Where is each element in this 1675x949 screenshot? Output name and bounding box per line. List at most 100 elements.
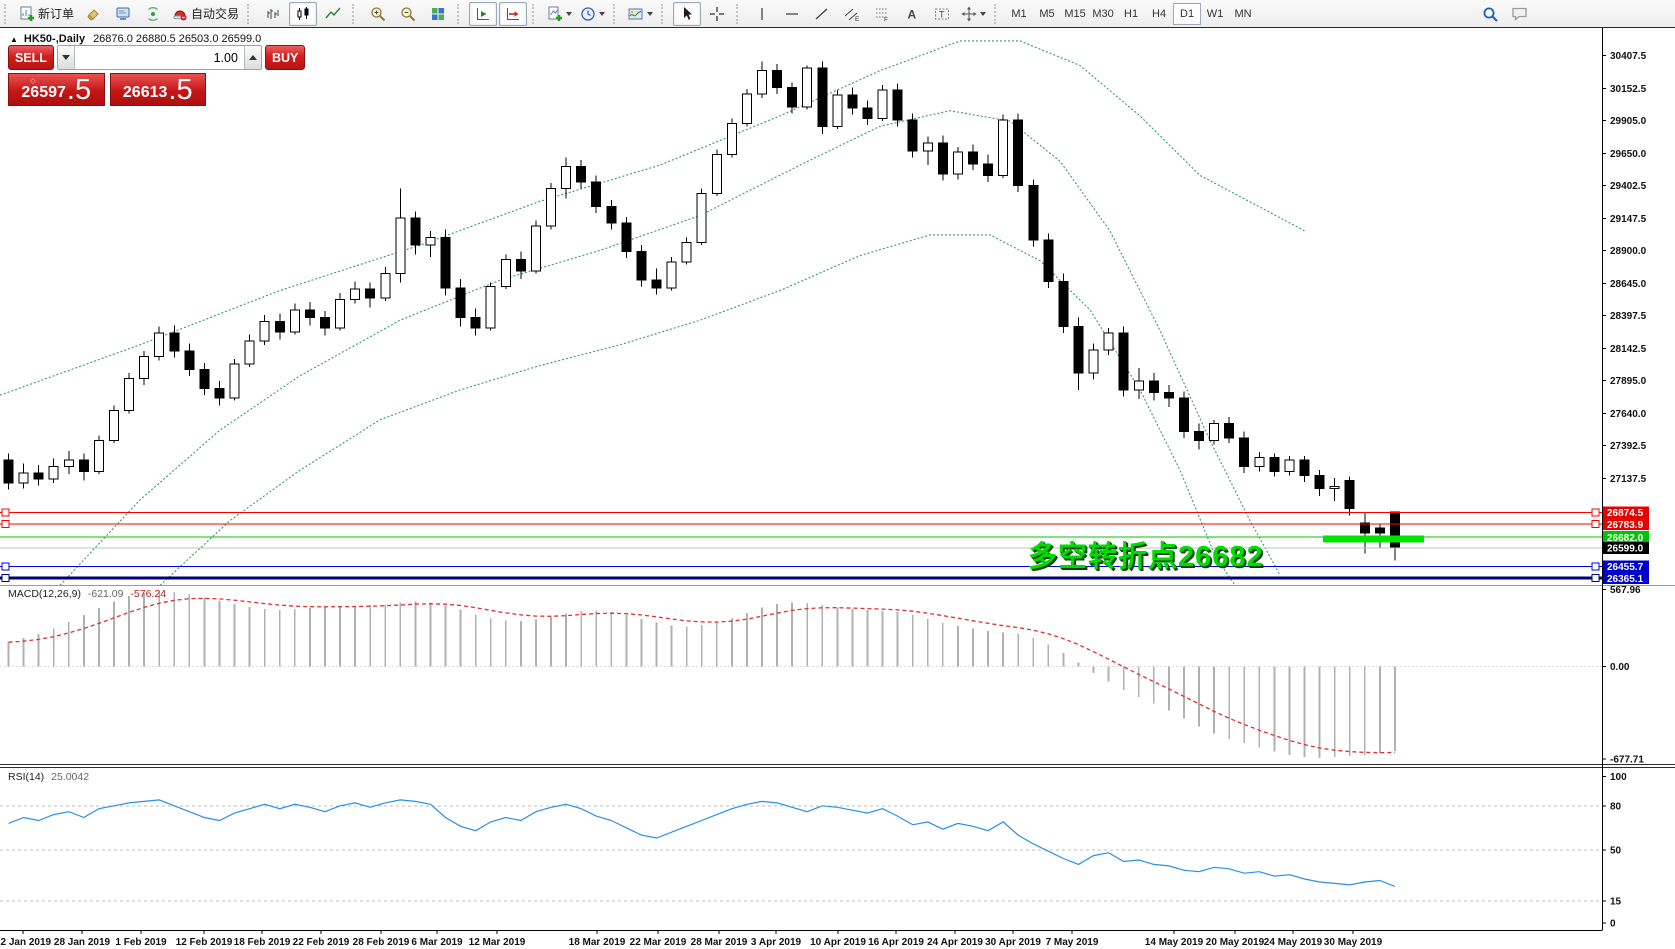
svg-text:T: T	[939, 9, 945, 19]
svg-text:12 Feb 2019: 12 Feb 2019	[176, 937, 233, 948]
toolbar-grip	[532, 3, 541, 24]
vertical-line-tool-button[interactable]	[748, 2, 776, 26]
search-button[interactable]	[1476, 2, 1504, 26]
timeframe-m1-button[interactable]: M1	[1011, 7, 1027, 20]
volume-increase-button[interactable]	[243, 46, 261, 69]
tile-windows-icon	[430, 6, 446, 22]
line-chart-icon	[325, 6, 341, 22]
svg-text:27895.0: 27895.0	[1610, 376, 1647, 387]
timeframe-h1-button[interactable]: H1	[1124, 7, 1139, 20]
text-tool-icon: A	[904, 6, 920, 22]
line-chart-button[interactable]	[319, 2, 347, 26]
chat-button[interactable]	[1506, 2, 1534, 26]
macd-value: -621.09	[87, 588, 124, 600]
trendline-icon	[814, 6, 830, 22]
svg-text:26365.1: 26365.1	[1607, 574, 1644, 585]
svg-text:29650.0: 29650.0	[1610, 149, 1647, 160]
rsi-indicator-label: RSI(14) 25.0042	[8, 771, 89, 783]
svg-text:30 May 2019: 30 May 2019	[1324, 937, 1383, 948]
timeframe-h4-button[interactable]: H4	[1152, 7, 1167, 20]
text-tool-button[interactable]: A	[898, 2, 926, 26]
volume-input[interactable]	[74, 46, 244, 69]
signal-button[interactable]	[139, 2, 167, 26]
svg-text:24 May 2019: 24 May 2019	[1264, 937, 1323, 948]
equidistant-channel-tool-button[interactable]: E	[838, 2, 866, 26]
svg-text:30407.5: 30407.5	[1610, 51, 1647, 62]
auto-scroll-button[interactable]	[469, 1, 498, 26]
horizontal-line-icon	[784, 6, 800, 22]
svg-text:26599.0: 26599.0	[1607, 544, 1644, 555]
svg-text:0.00: 0.00	[1610, 662, 1630, 673]
svg-text:-677.71: -677.71	[1610, 754, 1644, 765]
toolbar-grip	[457, 3, 466, 24]
tile-windows-button[interactable]	[424, 2, 452, 26]
price-chart-canvas[interactable]: 30407.5 30152.5 29905.0 29650.0 29402.5 29147…	[0, 28, 1675, 949]
terminal-button[interactable]	[109, 2, 137, 26]
macd-indicator-label: MACD(12,26,9) -621.09 -576.24	[8, 588, 166, 600]
sell-price-box[interactable]: ◇ 26597 .5	[8, 73, 105, 106]
dropdown-caret	[647, 11, 654, 16]
svg-text:26682.0: 26682.0	[1607, 533, 1644, 544]
buy-price-main: 26613	[122, 84, 168, 101]
macd-signal-value: -576.24	[130, 588, 167, 600]
zoom-out-icon	[400, 6, 416, 22]
candlestick-chart-button[interactable]	[289, 1, 318, 26]
bar-chart-button[interactable]	[259, 2, 287, 26]
chart-shift-button[interactable]	[499, 1, 528, 26]
clock-icon	[580, 6, 596, 22]
autotrade-button[interactable]: 自动交易	[169, 2, 242, 26]
svg-text:28645.0: 28645.0	[1610, 279, 1647, 290]
chart-window[interactable]: 30407.5 30152.5 29905.0 29650.0 29402.5 29147…	[0, 28, 1675, 949]
svg-text:0: 0	[1610, 919, 1616, 930]
crosshair-button[interactable]	[703, 2, 731, 26]
svg-text:26874.5: 26874.5	[1607, 508, 1644, 519]
new-order-icon	[19, 6, 35, 22]
eraser-icon	[85, 6, 101, 22]
timeframe-m30-button[interactable]: M30	[1092, 7, 1114, 20]
timeframe-d1-button[interactable]: D1	[1173, 2, 1202, 25]
svg-text:28397.5: 28397.5	[1610, 311, 1647, 322]
zoom-out-button[interactable]	[394, 2, 422, 26]
svg-text:27392.5: 27392.5	[1610, 441, 1647, 452]
horizontal-line-tool-button[interactable]	[778, 2, 806, 26]
arrows-tool-button[interactable]	[958, 2, 989, 26]
vertical-line-icon	[754, 6, 770, 22]
svg-text:567.96: 567.96	[1610, 585, 1641, 596]
text-label-tool-button[interactable]: T	[928, 2, 956, 26]
timeframe-w1-button[interactable]: W1	[1206, 7, 1224, 20]
svg-text:24 Apr 2019: 24 Apr 2019	[927, 937, 983, 948]
bar-chart-icon	[265, 6, 281, 22]
svg-text:22 Feb 2019: 22 Feb 2019	[293, 937, 350, 948]
periods-button[interactable]	[577, 2, 608, 26]
timeframe-m5-button[interactable]: M5	[1039, 7, 1055, 20]
new-order-button[interactable]: 新订单	[16, 2, 77, 26]
timeframe-m15-button[interactable]: M15	[1064, 7, 1086, 20]
template-image-icon	[628, 6, 644, 22]
signal-icon	[145, 6, 161, 22]
zoom-in-button[interactable]	[364, 2, 392, 26]
templates-button[interactable]	[625, 2, 656, 26]
svg-text:E: E	[855, 16, 860, 22]
svg-text:30152.5: 30152.5	[1610, 84, 1647, 95]
timeframe-mn-button[interactable]: MN	[1234, 7, 1252, 20]
toolbar-grip	[613, 3, 622, 24]
svg-text:80: 80	[1610, 801, 1622, 812]
trendline-tool-button[interactable]	[808, 2, 836, 26]
sell-button[interactable]: SELL	[8, 45, 54, 70]
indicators-button[interactable]	[544, 2, 575, 26]
svg-text:27640.0: 27640.0	[1610, 409, 1647, 420]
cursor-button[interactable]	[673, 1, 702, 26]
fibonacci-icon: F	[874, 6, 890, 22]
svg-text:28 Mar 2019: 28 Mar 2019	[691, 937, 748, 948]
svg-text:27137.5: 27137.5	[1610, 474, 1647, 485]
fibonacci-tool-button[interactable]: F	[868, 2, 896, 26]
buy-price-box[interactable]: 26613 .5	[109, 73, 206, 106]
svg-text:22 Mar 2019: 22 Mar 2019	[630, 937, 687, 948]
trade-annotation-text: 多空转折点26682	[1028, 541, 1264, 573]
buy-button[interactable]: BUY	[264, 45, 306, 70]
rsi-value: 25.0042	[51, 771, 90, 783]
eraser-button[interactable]	[79, 2, 107, 26]
volume-decrease-button[interactable]	[57, 46, 75, 69]
collapse-panel-icon[interactable]: ▲	[10, 34, 18, 44]
toolbar-grip	[352, 3, 361, 24]
